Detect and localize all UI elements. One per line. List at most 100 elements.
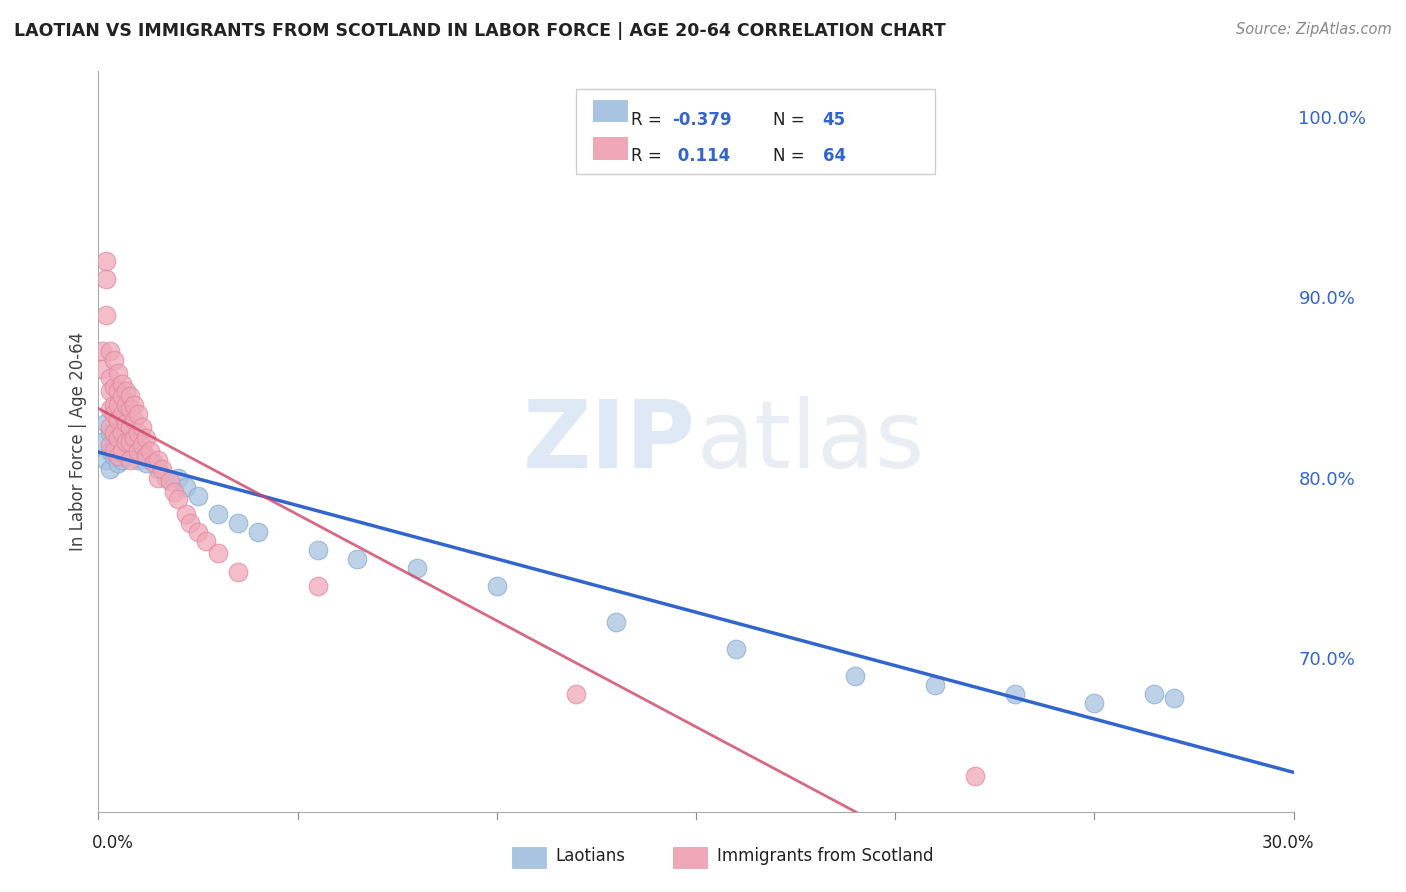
Point bbox=[111, 408, 134, 422]
Point bbox=[111, 452, 134, 467]
Point bbox=[115, 399, 138, 413]
Point bbox=[167, 470, 190, 484]
Point bbox=[120, 434, 142, 449]
Text: atlas: atlas bbox=[696, 395, 924, 488]
Text: 0.0%: 0.0% bbox=[91, 834, 134, 852]
Point bbox=[103, 353, 125, 368]
Point bbox=[135, 449, 157, 463]
Point bbox=[103, 431, 125, 445]
Point bbox=[120, 431, 142, 445]
Point bbox=[485, 579, 508, 593]
Point bbox=[91, 434, 114, 449]
Point bbox=[98, 420, 122, 434]
Point bbox=[115, 434, 138, 449]
Point bbox=[96, 308, 118, 322]
Point bbox=[111, 443, 134, 458]
Point bbox=[195, 533, 218, 548]
Point bbox=[226, 565, 249, 579]
Point bbox=[1143, 687, 1166, 701]
Point bbox=[135, 456, 157, 470]
Point bbox=[148, 461, 170, 475]
Point bbox=[207, 547, 229, 561]
Point bbox=[346, 552, 368, 566]
Point bbox=[96, 417, 118, 431]
Text: N =: N = bbox=[773, 111, 810, 128]
Point bbox=[605, 615, 627, 629]
Point bbox=[131, 420, 153, 434]
Point bbox=[120, 402, 142, 417]
Point bbox=[107, 431, 129, 445]
Point bbox=[107, 456, 129, 470]
Text: 64: 64 bbox=[823, 147, 845, 165]
Point bbox=[103, 438, 125, 452]
Point bbox=[124, 399, 146, 413]
Point bbox=[135, 431, 157, 445]
Text: -0.379: -0.379 bbox=[672, 111, 731, 128]
Text: Source: ZipAtlas.com: Source: ZipAtlas.com bbox=[1236, 22, 1392, 37]
Point bbox=[120, 420, 142, 434]
Text: 30.0%: 30.0% bbox=[1263, 834, 1315, 852]
Point bbox=[124, 413, 146, 427]
Text: N =: N = bbox=[773, 147, 810, 165]
Text: Immigrants from Scotland: Immigrants from Scotland bbox=[717, 847, 934, 865]
Point bbox=[103, 380, 125, 394]
Text: R =: R = bbox=[631, 147, 668, 165]
Point bbox=[127, 452, 149, 467]
Point bbox=[139, 452, 162, 467]
Point bbox=[139, 443, 162, 458]
Point bbox=[98, 384, 122, 398]
Point bbox=[115, 449, 138, 463]
Point bbox=[115, 434, 138, 449]
Point bbox=[924, 678, 946, 692]
Point bbox=[96, 254, 118, 268]
Text: LAOTIAN VS IMMIGRANTS FROM SCOTLAND IN LABOR FORCE | AGE 20-64 CORRELATION CHART: LAOTIAN VS IMMIGRANTS FROM SCOTLAND IN L… bbox=[14, 22, 946, 40]
Point bbox=[107, 399, 129, 413]
Point bbox=[148, 470, 170, 484]
Text: R =: R = bbox=[631, 111, 668, 128]
Point bbox=[187, 489, 209, 503]
Point bbox=[91, 344, 114, 359]
Point bbox=[963, 769, 986, 783]
Point bbox=[98, 344, 122, 359]
Point bbox=[246, 524, 269, 539]
Point bbox=[120, 389, 142, 403]
Point bbox=[127, 443, 149, 458]
Point bbox=[167, 492, 190, 507]
Point bbox=[107, 420, 129, 434]
Point bbox=[103, 443, 125, 458]
Point bbox=[111, 425, 134, 440]
Point bbox=[111, 389, 134, 403]
Point bbox=[103, 399, 125, 413]
Point bbox=[163, 485, 186, 500]
Point bbox=[207, 507, 229, 521]
Point bbox=[724, 642, 747, 657]
Text: Laotians: Laotians bbox=[555, 847, 626, 865]
Point bbox=[107, 384, 129, 398]
Point bbox=[307, 579, 329, 593]
Point bbox=[174, 507, 197, 521]
Point bbox=[179, 516, 201, 530]
Point bbox=[131, 438, 153, 452]
Point bbox=[98, 402, 122, 417]
Point bbox=[120, 452, 142, 467]
Point bbox=[844, 669, 866, 683]
Point bbox=[111, 376, 134, 391]
Point bbox=[155, 470, 177, 484]
Text: 0.114: 0.114 bbox=[672, 147, 730, 165]
Point bbox=[124, 431, 146, 445]
Point bbox=[131, 443, 153, 458]
Point bbox=[174, 480, 197, 494]
Point bbox=[565, 687, 588, 701]
Point bbox=[103, 425, 125, 440]
Point bbox=[226, 516, 249, 530]
Point bbox=[111, 443, 134, 458]
Point bbox=[159, 475, 181, 489]
Point bbox=[115, 417, 138, 431]
Point bbox=[1004, 687, 1026, 701]
Point bbox=[98, 425, 122, 440]
Point bbox=[107, 442, 129, 456]
Point bbox=[406, 561, 429, 575]
Text: ZIP: ZIP bbox=[523, 395, 696, 488]
Point bbox=[107, 366, 129, 380]
Point bbox=[111, 425, 134, 440]
